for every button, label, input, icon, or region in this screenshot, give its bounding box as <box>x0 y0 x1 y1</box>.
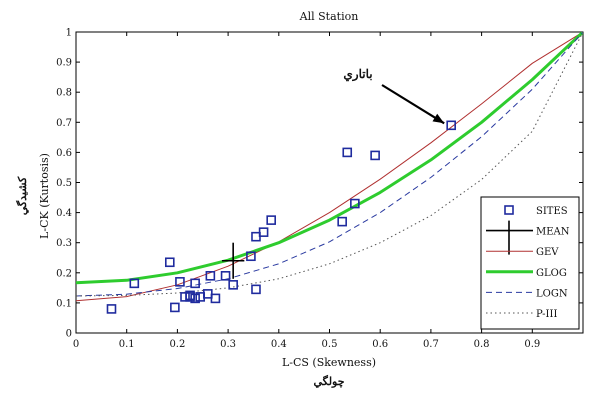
legend-label-gev: GEV <box>536 247 559 258</box>
site-point <box>180 292 190 302</box>
x-axis-label-alt: چولگي <box>313 374 344 389</box>
site-point <box>251 284 261 295</box>
x-tick-label: 0.1 <box>119 339 135 350</box>
site-point <box>185 290 195 301</box>
legend-symbol-sites <box>504 205 514 215</box>
site-point <box>210 293 221 304</box>
site-point <box>203 289 213 299</box>
site-point <box>190 278 200 289</box>
annotation-arrowhead <box>432 113 445 124</box>
site-point <box>251 231 261 242</box>
site-point <box>342 147 353 158</box>
x-tick-label: 0.2 <box>169 339 185 350</box>
annotation-arrow-line <box>381 84 445 125</box>
series-line-glog <box>76 32 583 285</box>
legend-box <box>480 196 580 330</box>
plot-area: 0 0.1 0.2 0.3 0.4 0.5 0.6 0.7 0.8 0.9 0 0.1 0.2 0.3 0.… <box>56 28 584 350</box>
curve-group <box>76 32 583 302</box>
x-tick-label: 0 <box>73 339 79 350</box>
site-point <box>228 280 238 290</box>
y-tick-label: 0.8 <box>56 88 72 99</box>
x-axis-label: L-CS (Skewness) <box>282 356 376 369</box>
legend-label-glog: GLOG <box>536 268 567 279</box>
legend-label-logn: LOGN <box>536 288 568 299</box>
site-point <box>129 278 140 289</box>
legend-label-sites: SITES <box>536 206 568 217</box>
x-tick-label: 0.5 <box>322 339 338 350</box>
y-tick-label: 0.6 <box>56 148 72 159</box>
annotation-label: باتاري <box>343 67 372 82</box>
y-tick-label: 0.1 <box>56 298 72 309</box>
site-point <box>370 150 380 161</box>
y-tick-label: 0 <box>66 329 72 340</box>
y-axis-label: L-CK (Kurtosis) <box>38 153 51 239</box>
series-line-p-iii <box>76 32 583 297</box>
site-point <box>266 215 276 225</box>
site-point <box>350 198 360 209</box>
site-point <box>246 251 256 262</box>
site-point <box>190 293 200 304</box>
y-tick-label: 1 <box>66 28 72 39</box>
site-point <box>446 120 456 131</box>
site-point <box>106 304 117 314</box>
series-line-gev <box>76 32 583 302</box>
site-point <box>205 271 216 281</box>
y-tick-label: 0.9 <box>56 58 72 69</box>
y-tick-label: 0.2 <box>56 268 72 279</box>
y-tick-label: 0.7 <box>56 118 72 129</box>
site-point <box>220 271 231 281</box>
site-point <box>258 227 269 237</box>
site-point <box>170 302 180 313</box>
x-tick-label: 0.8 <box>474 339 490 350</box>
series-line-logn <box>76 32 583 297</box>
y-tick-label: 0.4 <box>56 208 72 219</box>
legend-label-mean: MEAN <box>536 227 570 238</box>
x-tick-label: 0.7 <box>423 339 439 350</box>
y-tick-label: 0.3 <box>56 238 72 249</box>
site-point <box>337 216 347 227</box>
site-point <box>175 277 185 287</box>
chart-title: All Station <box>299 10 359 23</box>
site-point <box>164 257 175 268</box>
legend-label-p-iii: P-III <box>536 309 557 320</box>
x-tick-label: 0.4 <box>271 339 287 350</box>
y-axis-label-alt: کشيدگي <box>15 176 30 215</box>
x-tick-label: 0.9 <box>524 339 540 350</box>
x-tick-label: 0.3 <box>220 339 236 350</box>
y-tick-label: 0.5 <box>56 178 72 189</box>
x-tick-label: 0.6 <box>372 339 388 350</box>
